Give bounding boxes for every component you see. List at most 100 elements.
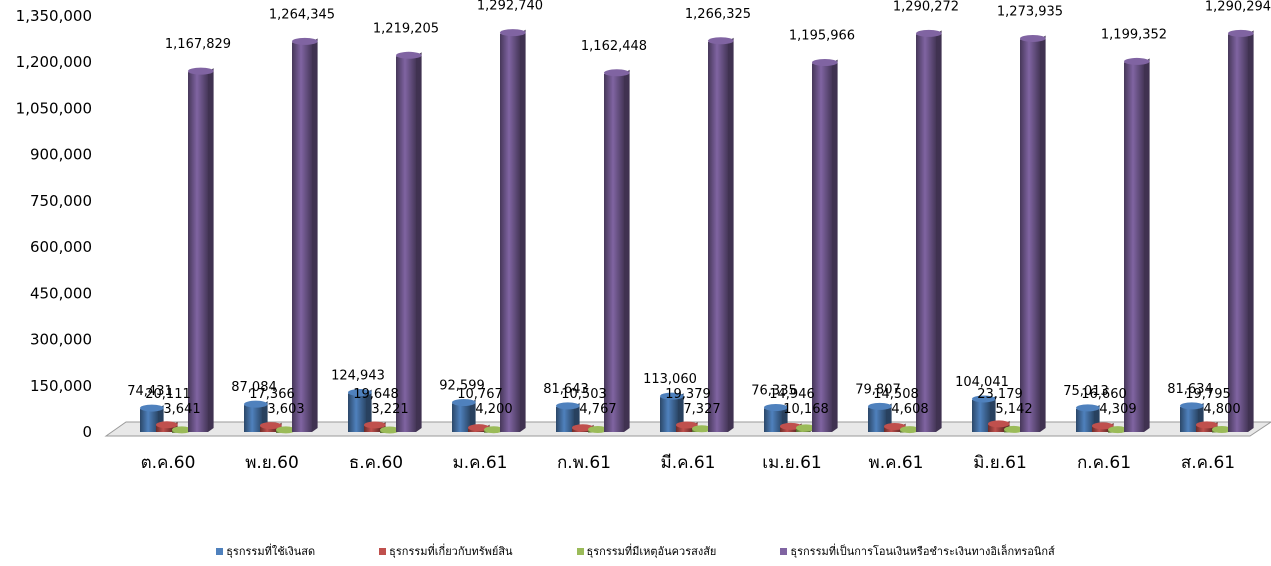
bar <box>348 393 366 432</box>
bar-cap <box>156 421 178 429</box>
bar-cap <box>764 403 788 411</box>
bar-cap <box>380 426 400 434</box>
legend-swatch-electronic <box>780 547 788 555</box>
bar-cap <box>1212 426 1232 434</box>
bar-cap <box>1124 57 1150 65</box>
legend-swatch-cash <box>216 547 224 555</box>
bar-cap <box>900 426 920 434</box>
bar-cap <box>1180 402 1204 410</box>
bar <box>916 34 936 433</box>
bar <box>1228 34 1248 433</box>
data-label: 4,309 <box>1099 402 1136 417</box>
data-label: 124,943 <box>331 368 385 383</box>
bar <box>156 425 172 432</box>
data-label: 1,219,205 <box>373 21 439 36</box>
bar-cap <box>140 404 164 412</box>
bar-side <box>936 30 942 433</box>
data-label: 7,327 <box>683 402 720 417</box>
bar <box>988 424 1004 432</box>
data-label: 17,366 <box>249 387 295 402</box>
data-label: 1,162,448 <box>581 39 647 54</box>
bar <box>1092 426 1108 432</box>
bar <box>396 56 416 433</box>
data-label: 1,264,345 <box>269 7 335 22</box>
data-label: 1,199,352 <box>1101 27 1167 42</box>
legend-item-suspicious: ธุรกรรมที่มีเหตุอันควรสงสัย <box>576 542 716 560</box>
x-category-label: พ.ย.60 <box>245 453 299 473</box>
bar <box>1076 408 1094 432</box>
bar <box>292 42 312 432</box>
bar-cap <box>884 423 906 431</box>
y-tick-label: 1,050,000 <box>16 99 92 117</box>
data-label: 3,641 <box>163 402 200 417</box>
bar <box>260 426 276 432</box>
bar-cap <box>188 67 214 75</box>
legend-label-electronic: ธุรกรรมที่เป็นการโอนเงินหรือชำระเงินทางอ… <box>790 545 1055 558</box>
bar-side <box>1040 35 1046 432</box>
data-label: 1,273,935 <box>997 4 1063 19</box>
bar <box>364 425 380 432</box>
x-category-label: เม.ย.61 <box>762 453 821 473</box>
bar-cap <box>292 37 318 45</box>
y-tick-label: 450,000 <box>30 284 92 302</box>
data-label: 19,795 <box>1185 387 1231 402</box>
data-label: 1,195,966 <box>789 28 855 43</box>
data-label: 5,142 <box>995 402 1032 417</box>
bar <box>812 63 832 432</box>
bar <box>188 72 208 433</box>
data-label: 87,084 <box>231 380 277 395</box>
legend-swatch-property <box>379 547 387 555</box>
bar <box>676 426 692 432</box>
legend-label-property: ธุรกรรมที่เกี่ยวกับทรัพย์สิน <box>389 545 513 558</box>
y-tick-label: 600,000 <box>30 238 92 256</box>
bar-cap <box>972 395 996 403</box>
data-label: 4,200 <box>475 402 512 417</box>
data-label: 1,290,272 <box>893 0 959 14</box>
x-category-label: มิ.ย.61 <box>973 453 1027 473</box>
data-label: 76,335 <box>751 383 797 398</box>
data-label: 4,800 <box>1203 402 1240 417</box>
bar-cap <box>172 426 192 434</box>
bar-cap <box>988 420 1010 428</box>
y-tick-label: 900,000 <box>30 146 92 164</box>
legend-item-property: ธุรกรรมที่เกี่ยวกับทรัพย์สิน <box>379 542 513 560</box>
bar-side <box>1144 58 1150 432</box>
bar-side <box>1248 30 1254 433</box>
x-category-label: พ.ค.61 <box>868 453 923 473</box>
bar <box>764 408 782 432</box>
bar-side <box>416 52 422 433</box>
bar-cap <box>692 425 712 433</box>
bar <box>1196 425 1212 432</box>
bar <box>604 73 624 433</box>
y-tick-label: 0 <box>82 423 92 441</box>
bar <box>708 41 728 432</box>
bar-side <box>366 389 372 432</box>
legend-item-cash: ธุรกรรมที่ใช้เงินสด <box>216 542 315 560</box>
bar-cap <box>676 421 698 429</box>
data-label: 75,013 <box>1063 384 1109 399</box>
x-category-label: ก.พ.61 <box>557 453 611 473</box>
data-label: 104,041 <box>955 375 1009 390</box>
data-label: 92,599 <box>439 378 485 393</box>
bar <box>244 405 262 432</box>
data-label: 14,508 <box>873 387 919 402</box>
bar-side <box>312 38 318 432</box>
data-label: 14,946 <box>769 387 815 402</box>
data-label: 19,379 <box>665 387 711 402</box>
bar-side <box>624 69 630 433</box>
bar <box>140 409 158 432</box>
data-label: 10,168 <box>783 402 829 417</box>
bar <box>972 399 990 432</box>
data-label: 81,634 <box>1167 382 1213 397</box>
x-category-label: ม.ค.61 <box>452 453 507 473</box>
data-label: 74,431 <box>127 384 173 399</box>
bar-cap <box>276 426 296 434</box>
bar-cap <box>812 58 838 66</box>
bar-side <box>728 37 734 432</box>
legend-item-electronic: ธุรกรรมที่เป็นการโอนเงินหรือชำระเงินทางอ… <box>780 542 1055 560</box>
data-label: 4,767 <box>579 402 616 417</box>
bar <box>1180 406 1198 432</box>
data-label: 10,503 <box>561 387 607 402</box>
legend-swatch-suspicious <box>576 547 584 555</box>
data-label: 113,060 <box>643 372 697 387</box>
